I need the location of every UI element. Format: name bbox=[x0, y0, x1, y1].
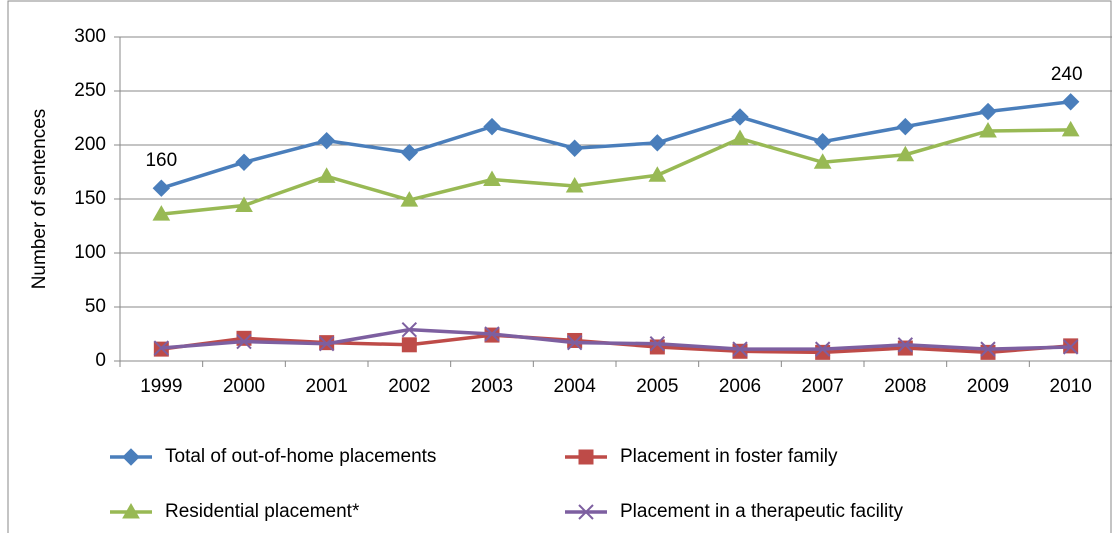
marker bbox=[578, 504, 594, 520]
y-tick-label: 300 bbox=[74, 26, 106, 47]
marker bbox=[813, 153, 832, 169]
x-tick-label: 2000 bbox=[223, 376, 265, 397]
y-tick-label: 50 bbox=[85, 296, 106, 317]
marker bbox=[578, 449, 594, 465]
x-tick-label: 2002 bbox=[388, 376, 430, 397]
series-line bbox=[161, 327, 1071, 351]
marker bbox=[483, 117, 501, 136]
marker bbox=[1061, 120, 1080, 137]
legend-label: Placement in a therapeutic facility bbox=[620, 501, 904, 522]
marker bbox=[484, 326, 500, 342]
y-tick-label: 200 bbox=[74, 134, 106, 155]
x-tick-label: 2007 bbox=[802, 376, 844, 397]
y-tick-label: 0 bbox=[95, 350, 106, 371]
marker bbox=[731, 108, 749, 126]
y-tick-label: 100 bbox=[74, 242, 106, 263]
marker bbox=[732, 343, 748, 359]
data-label: 240 bbox=[1051, 64, 1083, 85]
y-axis-label: Number of sentences bbox=[29, 109, 50, 290]
marker bbox=[648, 166, 667, 182]
marker bbox=[122, 448, 140, 466]
marker bbox=[814, 341, 831, 357]
y-tick-label: 150 bbox=[74, 188, 106, 209]
marker bbox=[897, 337, 914, 353]
marker bbox=[400, 191, 419, 207]
marker bbox=[400, 143, 419, 162]
data-label: 160 bbox=[145, 150, 177, 171]
marker bbox=[565, 139, 584, 157]
marker bbox=[732, 341, 748, 357]
x-tick-label: 2009 bbox=[967, 376, 1009, 397]
series-line bbox=[161, 128, 1071, 216]
marker bbox=[152, 179, 171, 197]
marker bbox=[236, 333, 252, 350]
x-tick-label: 2010 bbox=[1050, 376, 1092, 397]
marker bbox=[649, 336, 666, 352]
series-line bbox=[160, 100, 1071, 190]
x-tick-label: 2001 bbox=[306, 376, 348, 397]
marker bbox=[235, 153, 253, 171]
marker bbox=[317, 131, 336, 150]
legend-label: Placement in foster family bbox=[620, 446, 838, 467]
marker bbox=[318, 336, 335, 352]
marker bbox=[896, 117, 915, 136]
marker bbox=[896, 145, 915, 162]
marker bbox=[979, 121, 997, 138]
marker bbox=[1062, 339, 1079, 355]
marker bbox=[731, 129, 749, 146]
marker bbox=[152, 205, 171, 221]
x-tick-label: 2003 bbox=[471, 376, 513, 397]
marker bbox=[980, 341, 996, 357]
marker bbox=[813, 133, 832, 151]
marker bbox=[566, 334, 583, 351]
marker bbox=[153, 340, 170, 356]
x-tick-label: 1999 bbox=[140, 376, 182, 397]
marker bbox=[648, 134, 667, 152]
marker bbox=[483, 170, 501, 187]
marker bbox=[565, 177, 584, 193]
marker bbox=[1061, 93, 1080, 111]
x-tick-label: 2005 bbox=[636, 376, 678, 397]
x-tick-label: 2006 bbox=[719, 376, 761, 397]
marker bbox=[401, 337, 417, 353]
legend-label: Residential placement* bbox=[165, 501, 360, 522]
x-tick-label: 2004 bbox=[554, 376, 597, 397]
marker bbox=[122, 502, 140, 519]
marker bbox=[235, 196, 253, 212]
marker bbox=[979, 102, 997, 121]
x-tick-label: 2008 bbox=[884, 376, 926, 397]
marker bbox=[401, 321, 418, 338]
y-tick-label: 250 bbox=[74, 80, 106, 101]
chart-frame bbox=[7, 0, 1112, 533]
marker bbox=[317, 167, 336, 183]
legend-label: Total of out-of-home placements bbox=[165, 446, 436, 467]
